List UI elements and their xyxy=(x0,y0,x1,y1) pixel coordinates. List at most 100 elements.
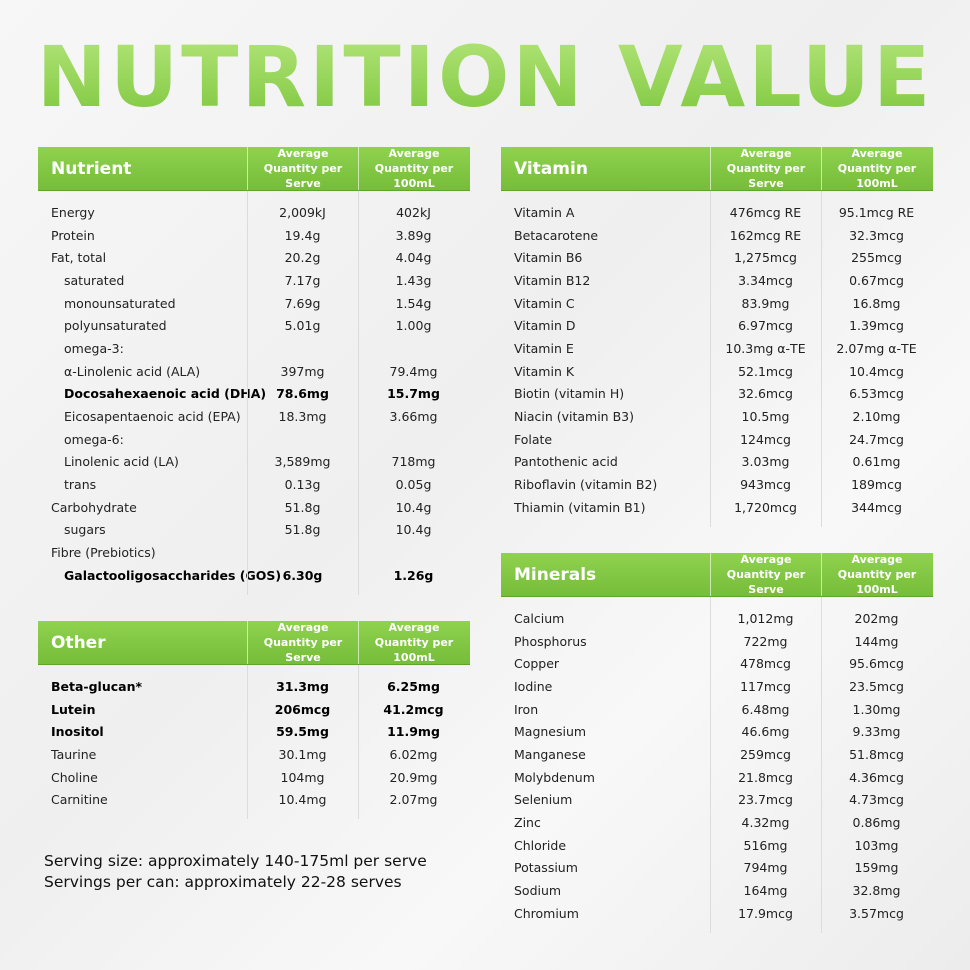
table-body: Energy 2,009kJ 402kJ Protein 19.4g 3.89g Fat, … xyxy=(38,191,470,595)
table-row: Folate 124mcg 24.7mcg xyxy=(501,428,933,451)
table-cell: Vitamin D xyxy=(514,318,576,334)
table-cell: 1.00g xyxy=(395,318,432,334)
table-cell: 41.2mcg xyxy=(383,701,444,717)
table-row: Potassium 794mg 159mg xyxy=(501,857,933,880)
table-row: monounsaturated 7.69g 1.54g xyxy=(38,292,470,315)
table-body: Beta-glucan* 31.3mg 6.25mg Lutein 206mcg 41.2… xyxy=(38,665,470,820)
table-row: Calcium 1,012mg 202mg xyxy=(501,607,933,630)
table-row: Vitamin C 83.9mg 16.8mg xyxy=(501,292,933,315)
table-cell: 1,275mcg xyxy=(734,250,797,266)
table-row: Riboflavin (vitamin B2) 943mcg 189mcg xyxy=(501,473,933,496)
table-cell: Pantothenic acid xyxy=(514,454,618,470)
table-cell: 2.10mg xyxy=(852,409,901,425)
table-row: Eicosapentaenoic acid (EPA) 18.3mg 3.66mg xyxy=(38,405,470,428)
header-cell: Average Quantity per 100mL xyxy=(358,147,469,190)
table-cell: 162mcg RE xyxy=(729,227,802,243)
table-row: Manganese 259mcg 51.8mcg xyxy=(501,743,933,766)
table-cell: 6.48mg xyxy=(741,701,790,717)
table-row: Phosphorus 722mg 144mg xyxy=(501,630,933,653)
table-cell: 4.73mcg xyxy=(849,792,904,808)
table-row: Magnesium 46.6mg 9.33mg xyxy=(501,720,933,743)
table-row: Betacarotene 162mcg RE 32.3mcg xyxy=(501,224,933,247)
table: Other Average Quantity per Serve Average Q… xyxy=(38,621,470,820)
table-row: Selenium 23.7mcg 4.73mcg xyxy=(501,789,933,812)
table-cell: Calcium xyxy=(514,610,565,626)
table-cell: Phosphorus xyxy=(514,633,587,649)
table-row: omega-6: xyxy=(38,428,470,451)
table-cell: 19.4g xyxy=(284,227,321,243)
table-row: Zinc 4.32mg 0.86mg xyxy=(501,811,933,834)
table-cell: Iron xyxy=(514,701,539,717)
table-cell: Docosahexaenoic acid (DHA) xyxy=(64,386,267,402)
header-cell: Average Quantity per Serve xyxy=(247,621,358,664)
table-cell: Eicosapentaenoic acid (EPA) xyxy=(64,409,241,425)
table-row: Fat, total 20.2g 4.04g xyxy=(38,246,470,269)
table-cell: Betacarotene xyxy=(514,227,599,243)
table-cell: 0.86mg xyxy=(852,815,901,831)
table-cell: Lutein xyxy=(51,701,96,717)
table-row: Copper 478mcg 95.6mcg xyxy=(501,652,933,675)
table-cell: 24.7mcg xyxy=(849,431,904,447)
table-cell: 10.4g xyxy=(395,499,432,515)
table-row: polyunsaturated 5.01g 1.00g xyxy=(38,314,470,337)
table-cell: Carbohydrate xyxy=(51,499,137,515)
table-row: Molybdenum 21.8mcg 4.36mcg xyxy=(501,766,933,789)
header-cell: Average Quantity per 100mL xyxy=(358,621,469,664)
table-row: Carbohydrate 51.8g 10.4g xyxy=(38,496,470,519)
table-cell: Potassium xyxy=(514,860,578,876)
table-row: Energy 2,009kJ 402kJ xyxy=(38,201,470,224)
table-cell: Vitamin C xyxy=(514,295,575,311)
table-cell: Folate xyxy=(514,431,553,447)
table-cell: 144mg xyxy=(854,633,899,649)
table-cell: Galactooligosaccharides (GOS) xyxy=(64,567,282,583)
table-cell: sugars xyxy=(64,522,106,538)
table-cell: 16.8mg xyxy=(852,295,901,311)
table-cell: 2,009kJ xyxy=(279,204,326,220)
table-body: Calcium 1,012mg 202mg Phosphorus 722mg 144mg C… xyxy=(501,597,933,933)
table-row: Vitamin E 10.3mg α-TE 2.07mg α-TE xyxy=(501,337,933,360)
table-header: Minerals Average Quantity per Serve Averag… xyxy=(501,553,933,597)
table-cell: 2.07mg xyxy=(389,792,438,808)
table-row: Fibre (Prebiotics) xyxy=(38,541,470,564)
table-cell: 397mg xyxy=(280,363,325,379)
table-cell: 3,589mg xyxy=(274,454,331,470)
header-cell: Average Quantity per Serve xyxy=(710,553,821,596)
table: Vitamin Average Quantity per Serve Average… xyxy=(501,147,933,527)
table-cell: 6.02mg xyxy=(389,746,438,762)
table-cell: 51.8g xyxy=(284,522,321,538)
header-cell: Average Quantity per 100mL xyxy=(821,553,932,596)
table-cell: Fibre (Prebiotics) xyxy=(51,545,156,561)
table-row: Thiamin (vitamin B1) 1,720mcg 344mcg xyxy=(501,496,933,519)
table-cell: 0.13g xyxy=(284,477,321,493)
table-cell: Choline xyxy=(51,769,98,785)
table-cell: 718mg xyxy=(391,454,436,470)
table-cell: 23.5mcg xyxy=(849,678,904,694)
table-cell: monounsaturated xyxy=(64,295,176,311)
table-cell: 5.01g xyxy=(284,318,321,334)
table-cell: Linolenic acid (LA) xyxy=(64,454,179,470)
table-cell: 255mcg xyxy=(851,250,902,266)
table-row: Vitamin A 476mcg RE 95.1mcg RE xyxy=(501,201,933,224)
table-row: α-Linolenic acid (ALA) 397mg 79.4mg xyxy=(38,360,470,383)
table-cell: polyunsaturated xyxy=(64,318,167,334)
table-cell: Manganese xyxy=(514,746,586,762)
table-cell: 32.8mg xyxy=(852,883,901,899)
table-cell: 30.1mg xyxy=(278,746,327,762)
table-cell: 206mcg xyxy=(274,701,331,717)
table-cell: 0.61mg xyxy=(852,454,901,470)
table-row: Vitamin K 52.1mcg 10.4mcg xyxy=(501,360,933,383)
table-cell: 7.69g xyxy=(284,295,321,311)
table-cell: 59.5mg xyxy=(276,724,329,740)
table-cell: Zinc xyxy=(514,815,541,831)
header-cell: Vitamin xyxy=(514,158,588,179)
table-cell: 0.67mcg xyxy=(849,272,904,288)
table-cell: 103mg xyxy=(854,837,899,853)
table-cell: Iodine xyxy=(514,678,553,694)
table-cell: 159mg xyxy=(854,860,899,876)
table-cell: Inositol xyxy=(51,724,104,740)
table-cell: 23.7mcg xyxy=(738,792,793,808)
table-row: saturated 7.17g 1.43g xyxy=(38,269,470,292)
table-header: Nutrient Average Quantity per Serve Averag… xyxy=(38,147,470,191)
header-cell: Average Quantity per 100mL xyxy=(821,147,932,190)
